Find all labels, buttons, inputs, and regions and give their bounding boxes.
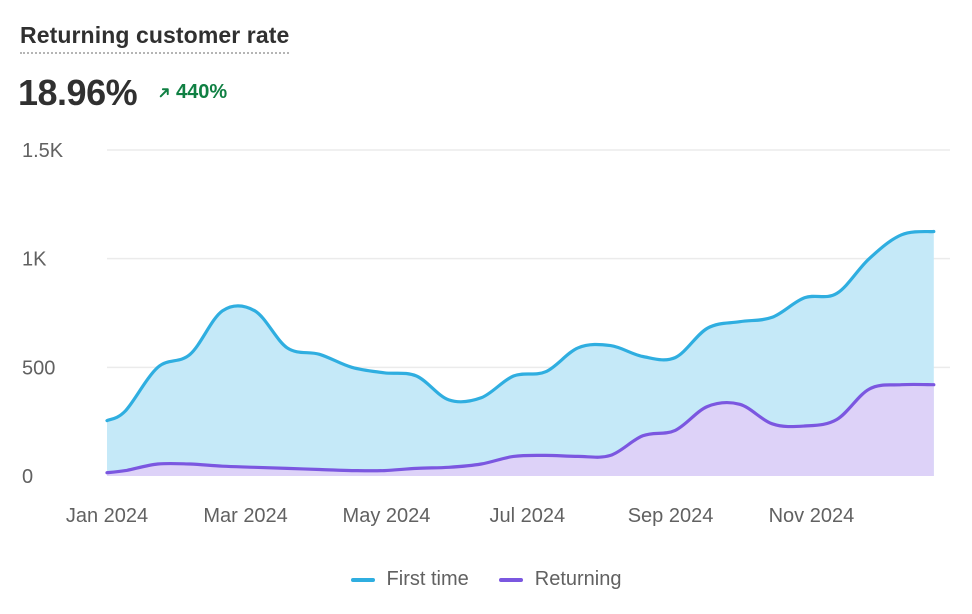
y-tick-label: 500 <box>22 357 55 379</box>
card-title[interactable]: Returning customer rate <box>20 22 290 54</box>
x-tick-label: Sep 2024 <box>628 505 714 527</box>
line-returning[interactable] <box>105 382 936 475</box>
area-returning <box>107 384 934 476</box>
delta-badge: 440% <box>158 81 227 104</box>
x-axis-ticks: Jan 2024 Mar 2024 May 2024 Jul 2024 Sep 2024… <box>66 505 854 527</box>
delta-value: 440% <box>176 81 228 103</box>
legend-item-first-time[interactable]: First time <box>350 568 469 591</box>
series-lines <box>105 229 936 475</box>
legend-item-returning[interactable]: Returning <box>498 568 622 591</box>
legend-label: First time <box>386 568 469 590</box>
arrow-up-right-icon <box>159 88 169 98</box>
x-tick-label: May 2024 <box>343 505 431 527</box>
y-tick-label: 0 <box>22 466 33 488</box>
line-first-time[interactable] <box>105 229 936 423</box>
x-tick-label: Jan 2024 <box>66 505 148 527</box>
legend: First time Returning <box>0 568 972 591</box>
legend-swatch-first-time <box>350 577 375 582</box>
series-areas <box>107 231 934 476</box>
y-tick-label: 1K <box>22 249 47 271</box>
x-tick-label: Jul 2024 <box>490 505 566 527</box>
x-tick-label: Mar 2024 <box>203 505 288 527</box>
x-tick-label: Nov 2024 <box>769 505 855 527</box>
legend-swatch-returning <box>498 577 523 582</box>
metric-value: 18.96% <box>18 72 138 113</box>
legend-label: Returning <box>534 568 622 590</box>
y-tick-label: 1.5K <box>22 140 64 162</box>
y-axis-ticks: 0 500 1K 1.5K <box>22 140 64 488</box>
